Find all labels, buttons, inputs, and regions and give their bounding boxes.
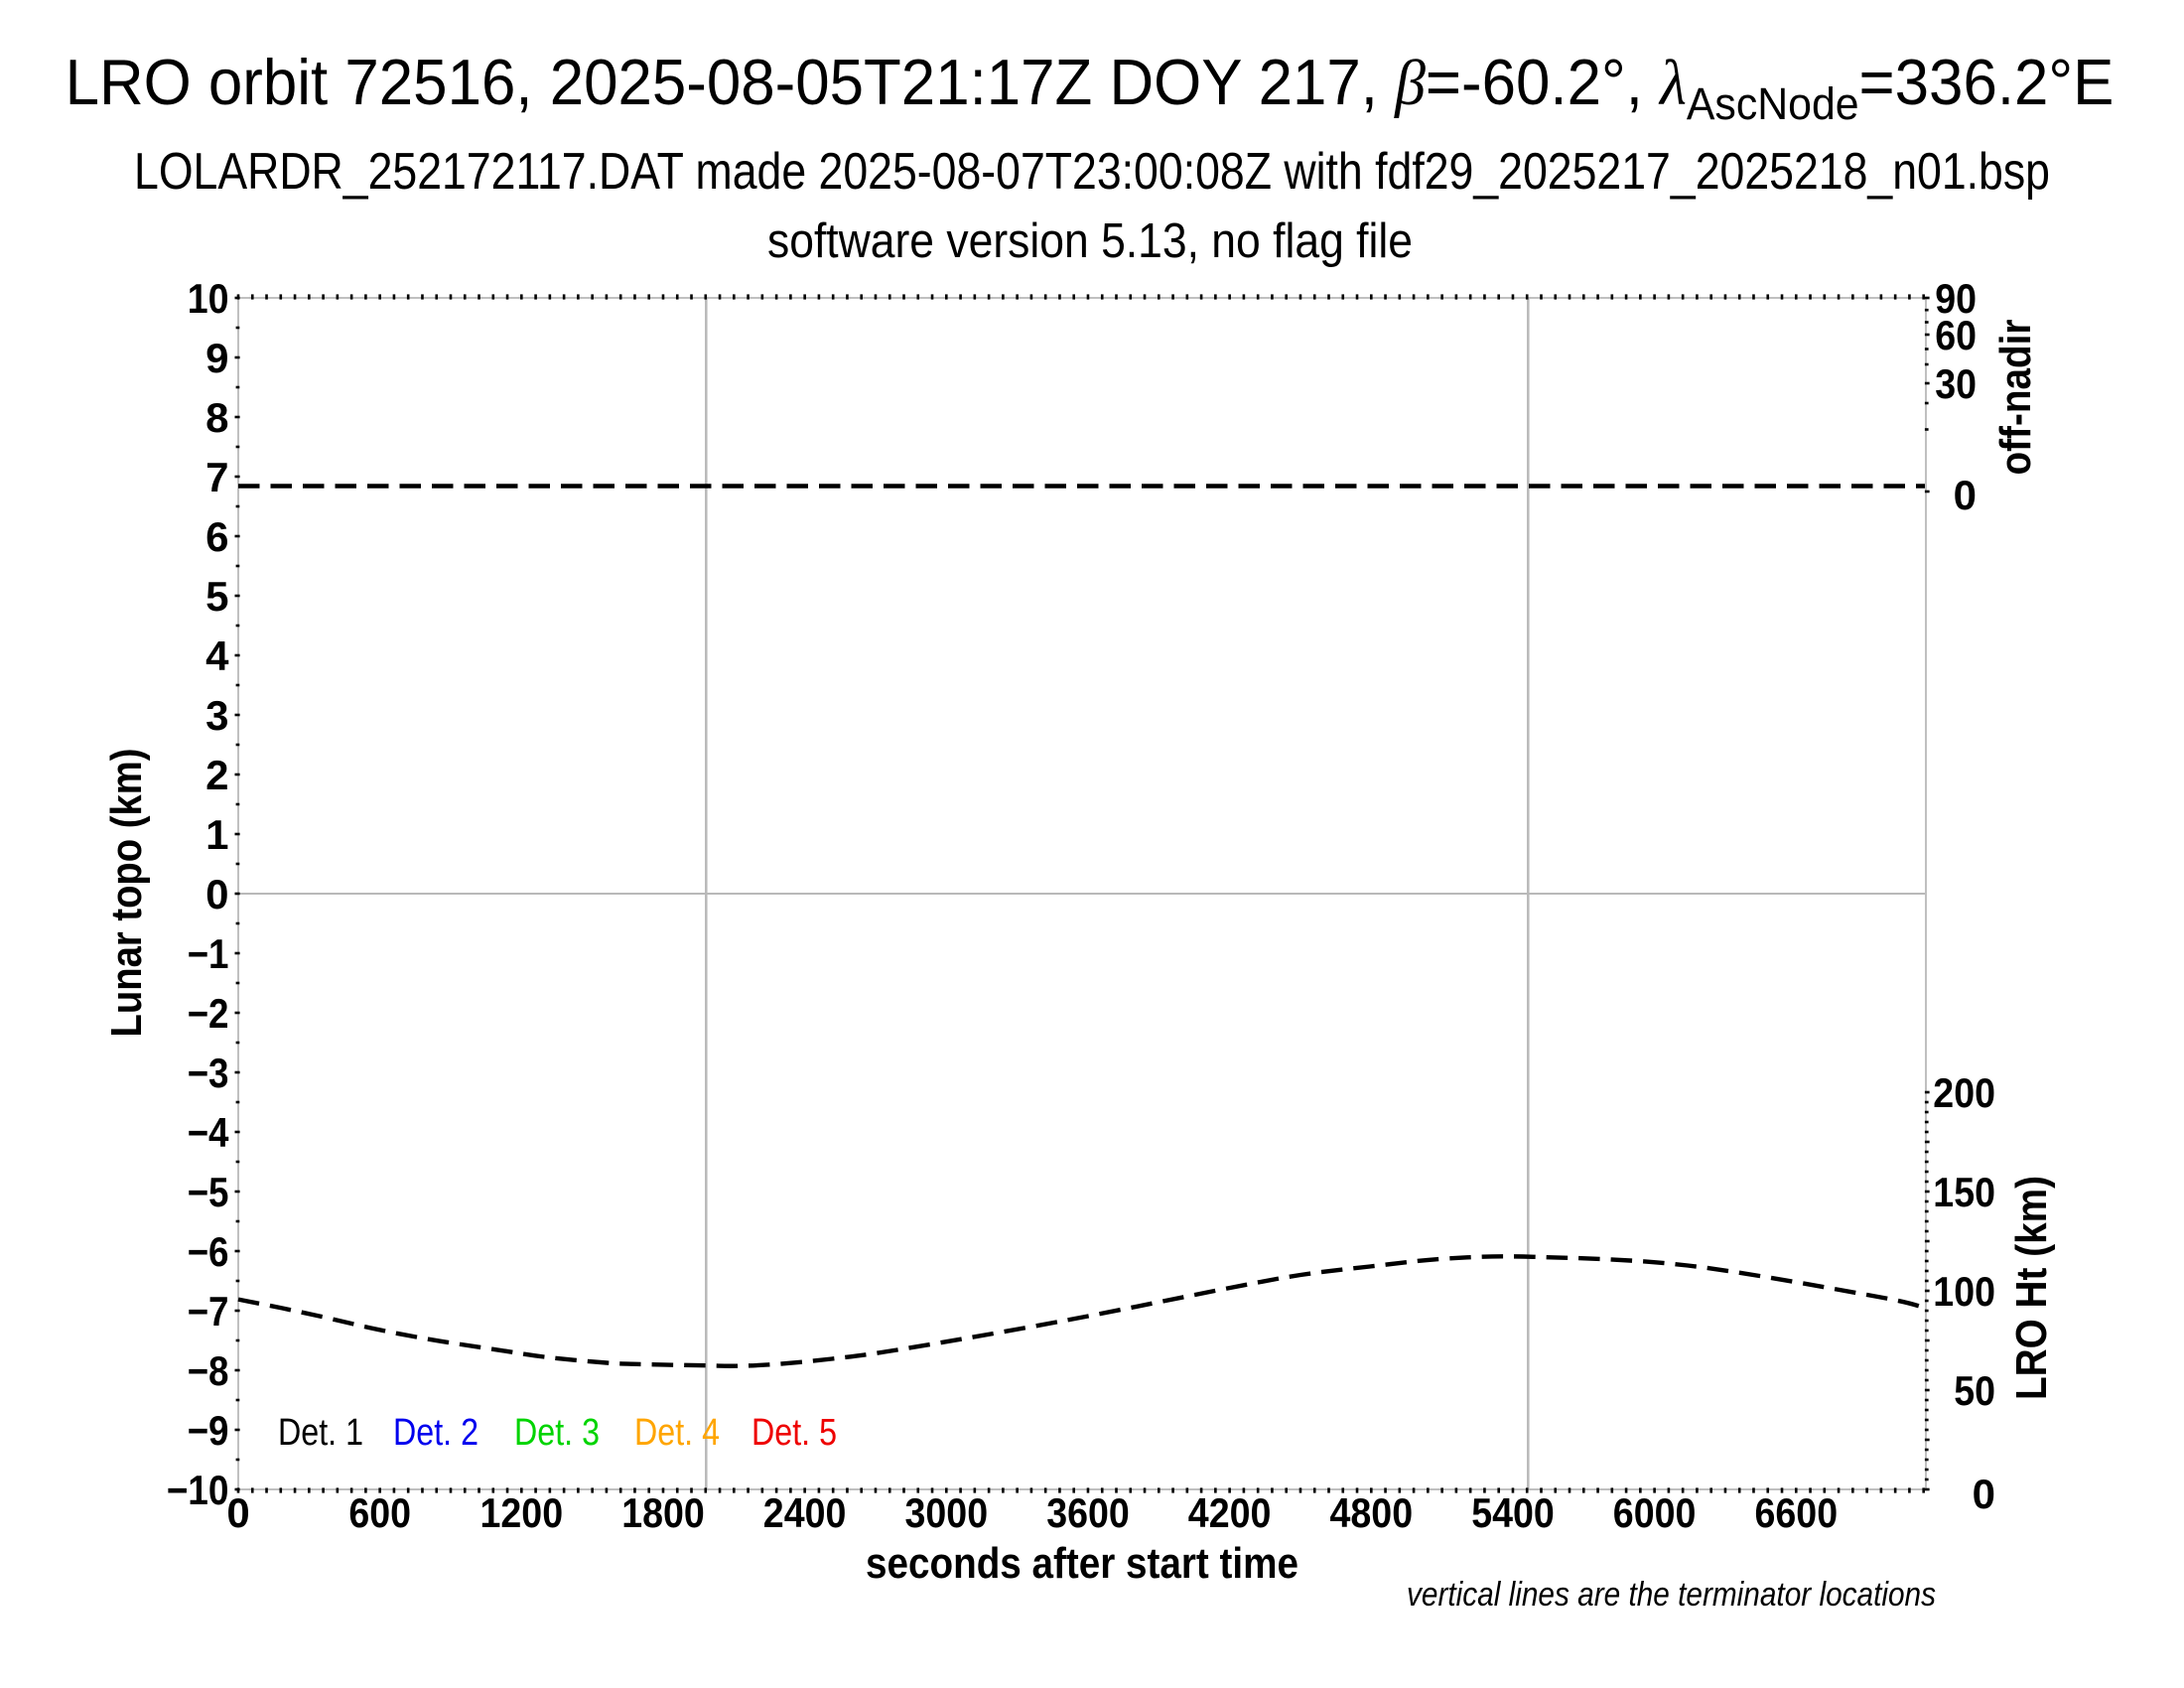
svg-text:−7: −7 <box>188 1288 229 1335</box>
svg-text:3: 3 <box>205 692 228 739</box>
svg-text:1200: 1200 <box>480 1489 564 1536</box>
svg-text:7: 7 <box>205 454 228 500</box>
svg-text:−3: −3 <box>188 1050 229 1096</box>
svg-text:0: 0 <box>205 871 228 917</box>
svg-text:4200: 4200 <box>1188 1489 1272 1536</box>
svg-text:Det. 1: Det. 1 <box>278 1412 363 1454</box>
svg-text:0: 0 <box>1973 1471 1995 1517</box>
svg-text:−9: −9 <box>188 1407 229 1454</box>
svg-text:off-nadir: off-nadir <box>1991 320 2040 476</box>
svg-text:2400: 2400 <box>763 1489 847 1536</box>
svg-text:seconds after start time: seconds after start time <box>866 1539 1298 1588</box>
svg-text:−8: −8 <box>188 1347 229 1394</box>
svg-text:50: 50 <box>1954 1367 1995 1414</box>
svg-text:200: 200 <box>1933 1069 1995 1116</box>
svg-text:150: 150 <box>1933 1169 1995 1215</box>
svg-text:8: 8 <box>205 394 228 441</box>
svg-text:90: 90 <box>1935 275 1977 322</box>
svg-text:LRO Ht (km): LRO Ht (km) <box>2007 1176 2056 1400</box>
svg-text:4800: 4800 <box>1330 1489 1414 1536</box>
svg-text:3600: 3600 <box>1046 1489 1130 1536</box>
svg-text:5: 5 <box>205 573 228 620</box>
svg-text:0: 0 <box>226 1489 249 1536</box>
svg-text:LRO orbit 72516, 2025-08-05T21: LRO orbit 72516, 2025-08-05T21:17Z DOY 2… <box>66 47 2115 130</box>
svg-text:−10: −10 <box>167 1467 229 1513</box>
svg-text:−6: −6 <box>188 1228 229 1275</box>
svg-text:−4: −4 <box>188 1109 229 1156</box>
svg-text:Det. 5: Det. 5 <box>751 1412 837 1454</box>
svg-text:60: 60 <box>1935 312 1977 358</box>
svg-text:−2: −2 <box>188 990 229 1037</box>
svg-text:2: 2 <box>205 752 228 798</box>
svg-text:Det. 2: Det. 2 <box>393 1412 478 1454</box>
svg-text:6000: 6000 <box>1613 1489 1697 1536</box>
svg-text:LOLARDR_252172117.DAT made 202: LOLARDR_252172117.DAT made 2025-08-07T23… <box>134 143 2050 201</box>
svg-text:100: 100 <box>1933 1268 1995 1315</box>
svg-text:Det. 3: Det. 3 <box>514 1412 600 1454</box>
svg-text:−1: −1 <box>188 930 229 977</box>
svg-text:1800: 1800 <box>621 1489 705 1536</box>
svg-text:0: 0 <box>1954 472 1977 518</box>
svg-text:6600: 6600 <box>1755 1489 1839 1536</box>
svg-text:600: 600 <box>348 1489 411 1536</box>
svg-text:vertical lines are the termina: vertical lines are the terminator locati… <box>1407 1576 1936 1614</box>
svg-text:10: 10 <box>188 275 229 322</box>
svg-text:software version 5.13, no flag: software version 5.13, no flag file <box>767 214 1413 268</box>
svg-text:1: 1 <box>205 811 228 858</box>
svg-text:3000: 3000 <box>905 1489 989 1536</box>
svg-text:6: 6 <box>205 513 228 560</box>
svg-text:Det. 4: Det. 4 <box>634 1412 720 1454</box>
svg-text:4: 4 <box>205 633 229 679</box>
svg-text:Lunar topo (km): Lunar topo (km) <box>102 749 151 1038</box>
svg-text:−5: −5 <box>188 1169 229 1215</box>
svg-text:5400: 5400 <box>1471 1489 1555 1536</box>
svg-text:30: 30 <box>1935 360 1977 407</box>
svg-text:9: 9 <box>205 335 228 381</box>
